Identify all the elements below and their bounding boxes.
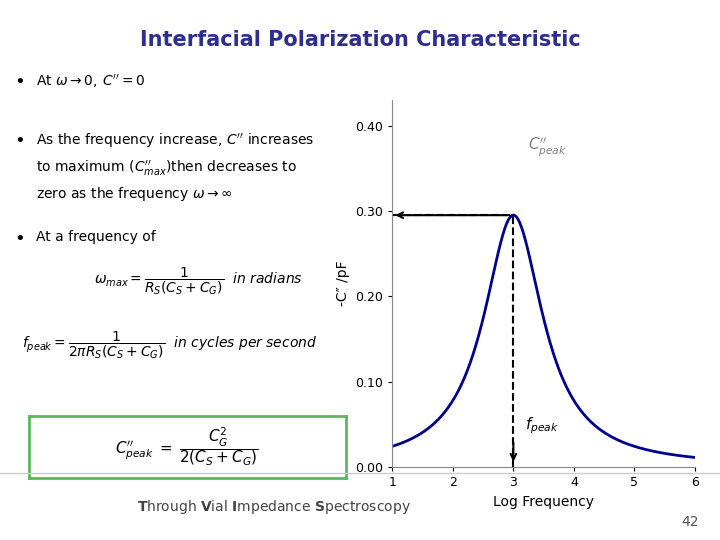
Text: $C^{\prime\prime}_{peak}$: $C^{\prime\prime}_{peak}$ [528, 136, 567, 158]
Text: $C^{\prime\prime}_{peak}\;=\;\dfrac{C_G^2}{2(C_S + C_G)}$: $C^{\prime\prime}_{peak}\;=\;\dfrac{C_G^… [115, 426, 259, 468]
Text: •: • [14, 230, 25, 247]
Text: $\omega_{max} = \dfrac{1}{R_S(C_S + C_G)}$  in radians: $\omega_{max} = \dfrac{1}{R_S(C_S + C_G)… [94, 265, 302, 296]
Y-axis label: -C″ /pF: -C″ /pF [336, 261, 350, 306]
Text: At $\omega{\rightarrow}0,\,C^{\prime\prime} = 0$: At $\omega{\rightarrow}0,\,C^{\prime\pri… [36, 73, 145, 90]
Text: At a frequency of: At a frequency of [36, 230, 156, 244]
Text: $\mathbf{T}$hrough $\mathbf{V}$ial $\mathbf{I}$mpedance $\mathbf{S}$pectroscopy: $\mathbf{T}$hrough $\mathbf{V}$ial $\mat… [137, 497, 410, 516]
Text: Interfacial Polarization Characteristic: Interfacial Polarization Characteristic [140, 30, 580, 50]
Text: As the frequency increase, $C^{\prime\prime}$ increases
to maximum ($C^{\prime\p: As the frequency increase, $C^{\prime\pr… [36, 132, 315, 204]
Text: $f_{peak} = \dfrac{1}{2\pi R_S(C_S + C_G)}$  in cycles per second: $f_{peak} = \dfrac{1}{2\pi R_S(C_S + C_G… [22, 330, 317, 361]
X-axis label: Log Frequency: Log Frequency [493, 495, 594, 509]
Text: •: • [14, 132, 25, 150]
Text: 42: 42 [681, 515, 698, 529]
Text: •: • [14, 73, 25, 91]
Text: $f_{peak}$: $f_{peak}$ [526, 416, 559, 436]
